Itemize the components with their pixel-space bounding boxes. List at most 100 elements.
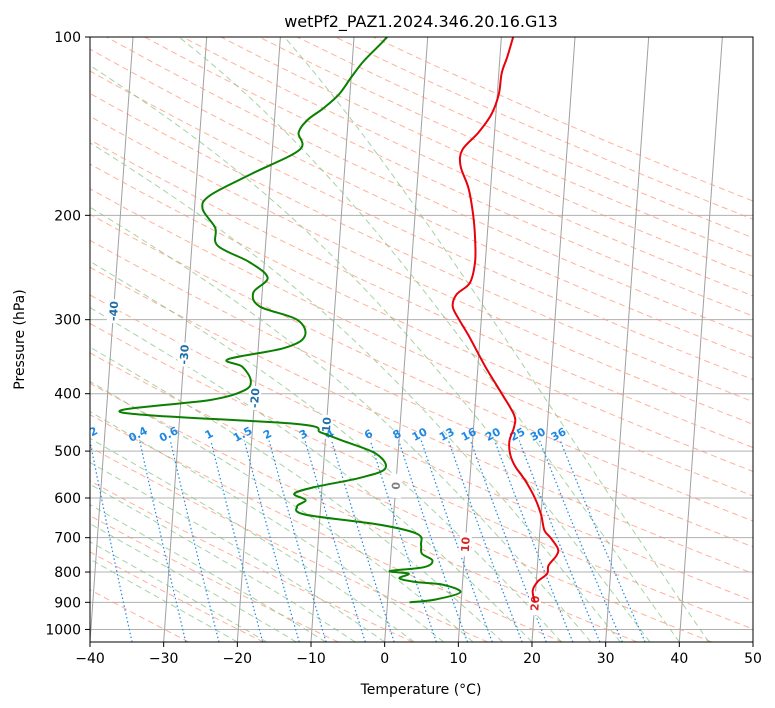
mixing-ratio-line <box>139 440 187 642</box>
moist-adiabat <box>90 306 533 642</box>
dry-adiabat <box>182 37 753 297</box>
moist-adiabat <box>90 206 592 642</box>
y-tick-label: 300 <box>54 313 81 329</box>
moist-adiabat <box>90 541 268 642</box>
moist-adiabat <box>90 504 326 642</box>
x-tick-label: −10 <box>296 651 326 667</box>
isotherm-lines <box>90 37 753 642</box>
y-tick-label: 700 <box>54 531 81 547</box>
mixing-ratio-line <box>447 440 523 642</box>
x-tick-label: 30 <box>597 651 615 667</box>
moist-adiabat <box>90 461 385 642</box>
mixing-ratio-line <box>420 440 493 642</box>
x-tick-label: 50 <box>744 651 762 667</box>
isotherm-line <box>531 37 576 642</box>
x-tick-label: −30 <box>149 651 179 667</box>
isotherm-label: 10 <box>459 536 473 553</box>
isotherm-line <box>90 37 134 642</box>
mixing-ratio-line <box>268 440 327 642</box>
moist-adiabat <box>90 142 621 642</box>
y-tick-label: 500 <box>54 444 81 460</box>
dry-adiabat <box>90 115 753 425</box>
y-axis-title: Pressure (hPa) <box>12 289 28 389</box>
moist-adiabat <box>90 558 238 642</box>
moist-adiabat <box>90 380 474 642</box>
mixing-ratio-line <box>90 440 133 642</box>
moist-adiabat <box>90 483 356 642</box>
dry-adiabat-lines <box>90 37 753 642</box>
isotherm-line <box>163 37 208 642</box>
dry-adiabat <box>90 266 753 575</box>
x-tick-label: −40 <box>75 651 105 667</box>
mixing-ratio-line <box>539 440 623 642</box>
y-tick-label: 800 <box>54 565 81 581</box>
y-tick-label: 600 <box>54 491 81 507</box>
dry-adiabat <box>144 37 753 317</box>
moist-adiabat <box>90 260 562 642</box>
mixing-ratio-line <box>518 440 601 642</box>
dry-adiabat <box>90 48 753 359</box>
sounding-series <box>118 37 560 604</box>
dry-adiabat <box>90 352 712 642</box>
y-tick-label: 200 <box>54 208 81 224</box>
moist-adiabat-lines <box>90 37 710 642</box>
isotherm-label-background <box>177 342 191 367</box>
isotherm-label: -10 <box>320 416 334 437</box>
mixing-ratio-label: 16 <box>459 425 479 444</box>
isotherm-line <box>236 37 281 642</box>
dewpoint-profile-line <box>118 37 462 604</box>
isotherm-label: -40 <box>107 300 121 321</box>
y-tick-label: 1000 <box>45 622 81 638</box>
isotherm-label-background <box>106 298 121 324</box>
plot-area: -100-90-80-70-60-50-40-30-20-10010203040… <box>77 37 753 642</box>
dry-adiabat <box>90 294 753 602</box>
y-tick-label: 900 <box>54 595 81 611</box>
mixing-ratio-line <box>559 440 646 642</box>
mixing-ratio-line <box>169 440 220 642</box>
moist-adiabat <box>178 37 680 642</box>
moist-adiabat <box>90 523 297 642</box>
y-tick-label: 400 <box>54 387 81 403</box>
y-axis-ticks: 100 200 300 400 500 600 700 800 900 1000 <box>45 30 90 638</box>
isotherm-line <box>678 37 723 642</box>
isotherm-label: 0 <box>390 481 404 490</box>
dry-adiabat <box>90 70 753 381</box>
isotherm-label-background <box>388 473 403 499</box>
isotherm-label: 20 <box>528 595 542 612</box>
mixing-ratio-lines <box>90 440 646 642</box>
dry-adiabat <box>90 589 190 642</box>
moist-adiabat <box>284 37 710 642</box>
isotherm-label-background <box>247 385 262 411</box>
mixing-ratio-label: 36 <box>549 425 569 444</box>
x-axis-title: Temperature (°C) <box>360 682 482 698</box>
x-tick-label: 10 <box>449 651 467 667</box>
x-axis-ticks: −40 −30 −20 −10 0 10 20 30 40 50 <box>75 642 762 667</box>
dry-adiabat <box>90 322 753 630</box>
mixing-ratio-label: 0.2 <box>77 424 100 445</box>
isotherm-line <box>384 37 429 642</box>
isotherm-label: -20 <box>248 387 262 408</box>
mixing-ratio-label: 10 <box>410 425 430 444</box>
isotherm-label: -30 <box>177 344 191 365</box>
dry-adiabat <box>90 446 488 642</box>
temperature-profile-line <box>451 37 560 603</box>
moist-adiabat <box>90 411 444 642</box>
dry-adiabat <box>90 213 753 522</box>
dry-adiabat <box>90 239 753 548</box>
isotherm-label-background <box>458 532 473 557</box>
isotherm-label-background <box>527 590 542 616</box>
plot-frame <box>89 36 754 643</box>
dry-adiabat <box>90 382 638 642</box>
x-tick-label: 40 <box>670 651 688 667</box>
chart-title: wetPf2_PAZ1.2024.346.20.16.G13 <box>284 12 558 32</box>
mixing-ratio-line <box>243 440 300 642</box>
mixing-ratio-label: 30 <box>528 425 548 444</box>
x-tick-label: −20 <box>223 651 253 667</box>
dry-adiabat <box>90 414 563 642</box>
mixing-ratio-line <box>304 440 366 642</box>
dry-adiabat <box>90 139 753 449</box>
y-tick-label: 100 <box>54 30 81 46</box>
